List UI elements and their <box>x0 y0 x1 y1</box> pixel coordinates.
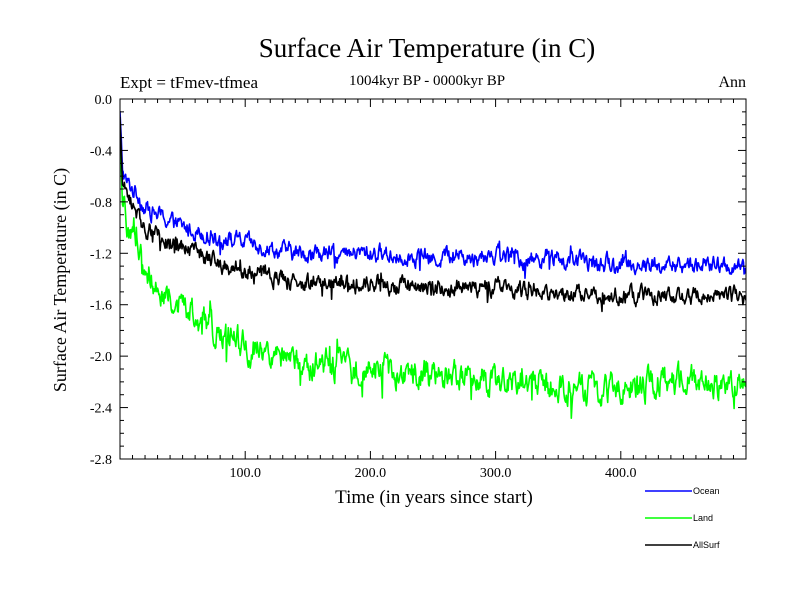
experiment-label: Expt = tFmev-tfmea <box>120 73 258 92</box>
y-tick-label: -1.2 <box>90 247 112 262</box>
period-label: Ann <box>718 74 746 91</box>
legend-label-ocean: Ocean <box>693 486 720 496</box>
chart-subtitle: 1004kyr BP - 0000kyr BP <box>349 73 505 89</box>
y-tick-label: -0.4 <box>90 144 112 159</box>
x-axis-label: Time (in years since start) <box>335 487 533 508</box>
plot-area: 100.0 200.0 300.0 400.0 0.0 -0.4 -0.8 -1.2 -1.6 -… <box>90 93 747 481</box>
legend-label-land: Land <box>693 513 713 523</box>
y-tick-label: 0.0 <box>95 93 113 108</box>
series-line-ocean <box>120 110 746 280</box>
x-tick-label: 300.0 <box>480 466 512 481</box>
series-line-land <box>120 135 746 420</box>
y-tick-label: -2.4 <box>90 402 112 417</box>
series-line-allsurf <box>120 116 746 313</box>
y-axis-label: Surface Air Temperature (in C) <box>50 168 71 392</box>
y-tick-label: -2.8 <box>90 453 112 468</box>
y-tick-label: -1.6 <box>90 299 112 314</box>
y-tick-label: -2.0 <box>90 350 112 365</box>
legend-label-allsurf: AllSurf <box>693 540 720 550</box>
x-tick-label: 400.0 <box>605 466 637 481</box>
legend: Ocean Land AllSurf <box>645 486 720 550</box>
chart-title: Surface Air Temperature (in C) <box>259 33 596 63</box>
x-tick-label: 200.0 <box>355 466 387 481</box>
x-tick-label: 100.0 <box>229 466 261 481</box>
y-tick-label: -0.8 <box>90 196 112 211</box>
